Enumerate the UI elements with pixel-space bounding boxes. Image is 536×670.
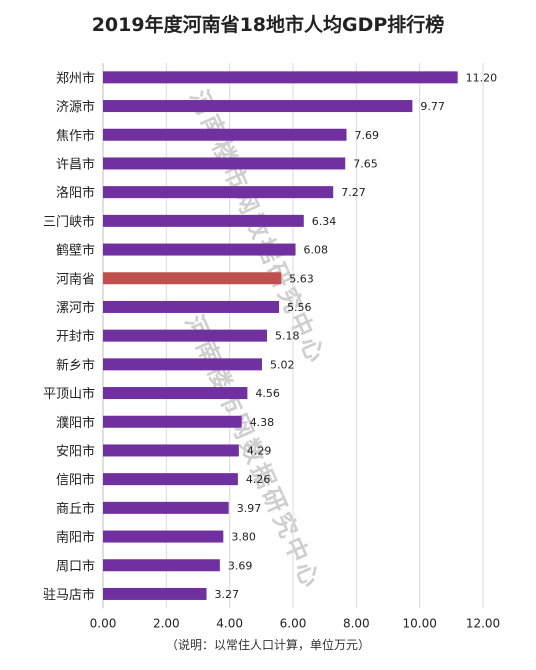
bar bbox=[103, 272, 282, 285]
category-label: 商丘市 bbox=[56, 501, 95, 517]
value-label: 4.56 bbox=[255, 387, 280, 400]
category-label: 洛阳市 bbox=[56, 185, 95, 201]
x-tick-label: 4.00 bbox=[216, 616, 243, 630]
value-label: 5.18 bbox=[275, 330, 300, 343]
value-label: 6.08 bbox=[304, 244, 329, 257]
category-label: 河南省 bbox=[56, 271, 95, 287]
chart-title: 2019年度河南省18地市人均GDP排行榜 bbox=[91, 14, 445, 36]
bar bbox=[103, 473, 238, 486]
category-label: 漯河市 bbox=[56, 300, 95, 316]
category-label: 济源市 bbox=[56, 99, 95, 115]
bar bbox=[103, 587, 207, 600]
x-tick-label: 8.00 bbox=[343, 616, 370, 630]
bar bbox=[103, 444, 239, 457]
bar bbox=[103, 300, 280, 313]
category-label: 信阳市 bbox=[56, 472, 95, 488]
bar bbox=[103, 415, 242, 428]
category-label: 濮阳市 bbox=[56, 415, 95, 431]
bar bbox=[103, 214, 304, 227]
category-label: 三门峡市 bbox=[43, 214, 95, 230]
x-tick-label: 12.00 bbox=[466, 616, 500, 630]
value-label: 4.29 bbox=[247, 444, 272, 457]
category-label: 南阳市 bbox=[56, 530, 95, 546]
bar bbox=[103, 128, 347, 141]
x-tick-label: 2.00 bbox=[153, 616, 180, 630]
category-label: 安阳市 bbox=[56, 443, 95, 459]
bar bbox=[103, 186, 334, 199]
bar bbox=[103, 329, 268, 342]
category-label: 鹤壁市 bbox=[56, 243, 95, 259]
value-label: 7.27 bbox=[341, 186, 366, 199]
value-label: 3.27 bbox=[215, 588, 240, 601]
value-label: 4.26 bbox=[246, 473, 271, 486]
value-label: 7.69 bbox=[355, 129, 380, 142]
value-label: 3.80 bbox=[231, 531, 256, 544]
chart-note: （说明：以常住人口计算，单位万元） bbox=[165, 638, 370, 652]
bar bbox=[103, 559, 220, 572]
category-label: 驻马店市 bbox=[43, 587, 95, 603]
category-label: 平顶山市 bbox=[43, 386, 95, 402]
category-label: 郑州市 bbox=[56, 70, 95, 86]
value-label: 3.69 bbox=[228, 559, 253, 572]
value-label: 9.77 bbox=[420, 100, 445, 113]
bar bbox=[103, 501, 229, 514]
bar bbox=[103, 100, 413, 113]
category-label: 开封市 bbox=[56, 329, 95, 345]
x-tick-label: 6.00 bbox=[280, 616, 307, 630]
bar bbox=[103, 157, 346, 170]
value-label: 11.20 bbox=[466, 71, 498, 84]
x-tick-label: 10.00 bbox=[402, 616, 436, 630]
x-tick-label: 0.00 bbox=[90, 616, 117, 630]
bar bbox=[103, 71, 458, 84]
category-label: 许昌市 bbox=[56, 156, 95, 172]
bar bbox=[103, 387, 248, 400]
value-label: 7.65 bbox=[353, 157, 378, 170]
value-label: 5.63 bbox=[289, 272, 314, 285]
value-label: 6.34 bbox=[312, 215, 337, 228]
value-label: 3.97 bbox=[237, 502, 262, 515]
bar bbox=[103, 358, 262, 371]
value-label: 5.02 bbox=[270, 358, 295, 371]
bar bbox=[103, 243, 296, 256]
bar bbox=[103, 530, 224, 543]
category-label: 新乡市 bbox=[56, 357, 95, 373]
category-label: 周口市 bbox=[56, 558, 95, 574]
value-label: 5.56 bbox=[287, 301, 312, 314]
value-label: 4.38 bbox=[250, 416, 275, 429]
category-label: 焦作市 bbox=[56, 128, 95, 144]
